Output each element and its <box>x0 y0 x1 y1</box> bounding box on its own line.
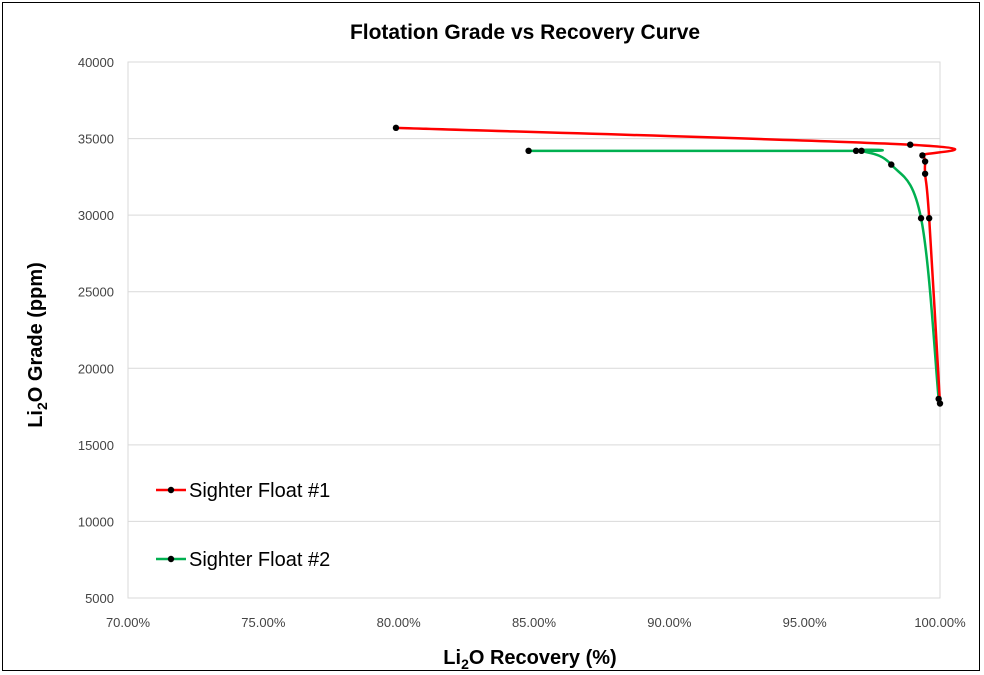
data-point <box>936 400 944 407</box>
data-point <box>917 215 925 222</box>
x-tick-label: 80.00% <box>377 615 422 630</box>
data-point <box>921 158 929 165</box>
x-tick-label: 75.00% <box>241 615 286 630</box>
data-point <box>858 147 865 155</box>
y-tick-label: 40000 <box>78 55 114 70</box>
data-point <box>925 215 933 222</box>
chart-title: Flotation Grade vs Recovery Curve <box>350 21 700 44</box>
data-point <box>907 141 914 148</box>
data-point <box>852 147 860 155</box>
y-tick-label: 10000 <box>78 514 114 529</box>
gridlines <box>127 61 941 599</box>
x-tick-label: 100.00% <box>914 615 966 630</box>
y-tick-label: 35000 <box>78 132 114 147</box>
series-line-1 <box>395 126 957 404</box>
y-tick-label: 15000 <box>78 438 114 453</box>
x-tick-labels: 70.00% 75.00% 80.00% 85.00% 90.00% 95.00% 100.… <box>106 615 966 630</box>
data-point <box>919 152 926 159</box>
legend-label: Sighter Float #1 <box>189 480 330 502</box>
legend-swatch-marker <box>167 486 175 494</box>
y-tick-labels: 5000 10000 15000 20000 25000 30000 35000 40000 <box>78 55 114 606</box>
series-group <box>392 124 957 407</box>
y-tick-label: 25000 <box>78 285 114 300</box>
legend-label: Sighter Float #2 <box>189 549 330 571</box>
data-point <box>525 147 532 155</box>
data-point <box>392 124 400 132</box>
data-point <box>921 170 929 177</box>
plot-area <box>127 61 941 599</box>
y-tick-label: 20000 <box>78 361 114 376</box>
data-point <box>888 161 895 168</box>
legend-swatch-marker <box>167 555 175 563</box>
x-tick-label: 95.00% <box>783 615 828 630</box>
y-axis-title: Li2O Grade (ppm) <box>25 262 50 428</box>
x-tick-label: 90.00% <box>647 615 692 630</box>
x-axis-title: Li2O Recovery (%) <box>443 647 616 672</box>
series-line-2 <box>528 148 940 400</box>
y-tick-label: 30000 <box>78 208 114 223</box>
x-tick-label: 70.00% <box>106 615 151 630</box>
legend: Sighter Float #1 Sighter Float #2 <box>156 480 330 571</box>
y-tick-label: 5000 <box>85 591 114 606</box>
x-tick-label: 85.00% <box>512 615 557 630</box>
